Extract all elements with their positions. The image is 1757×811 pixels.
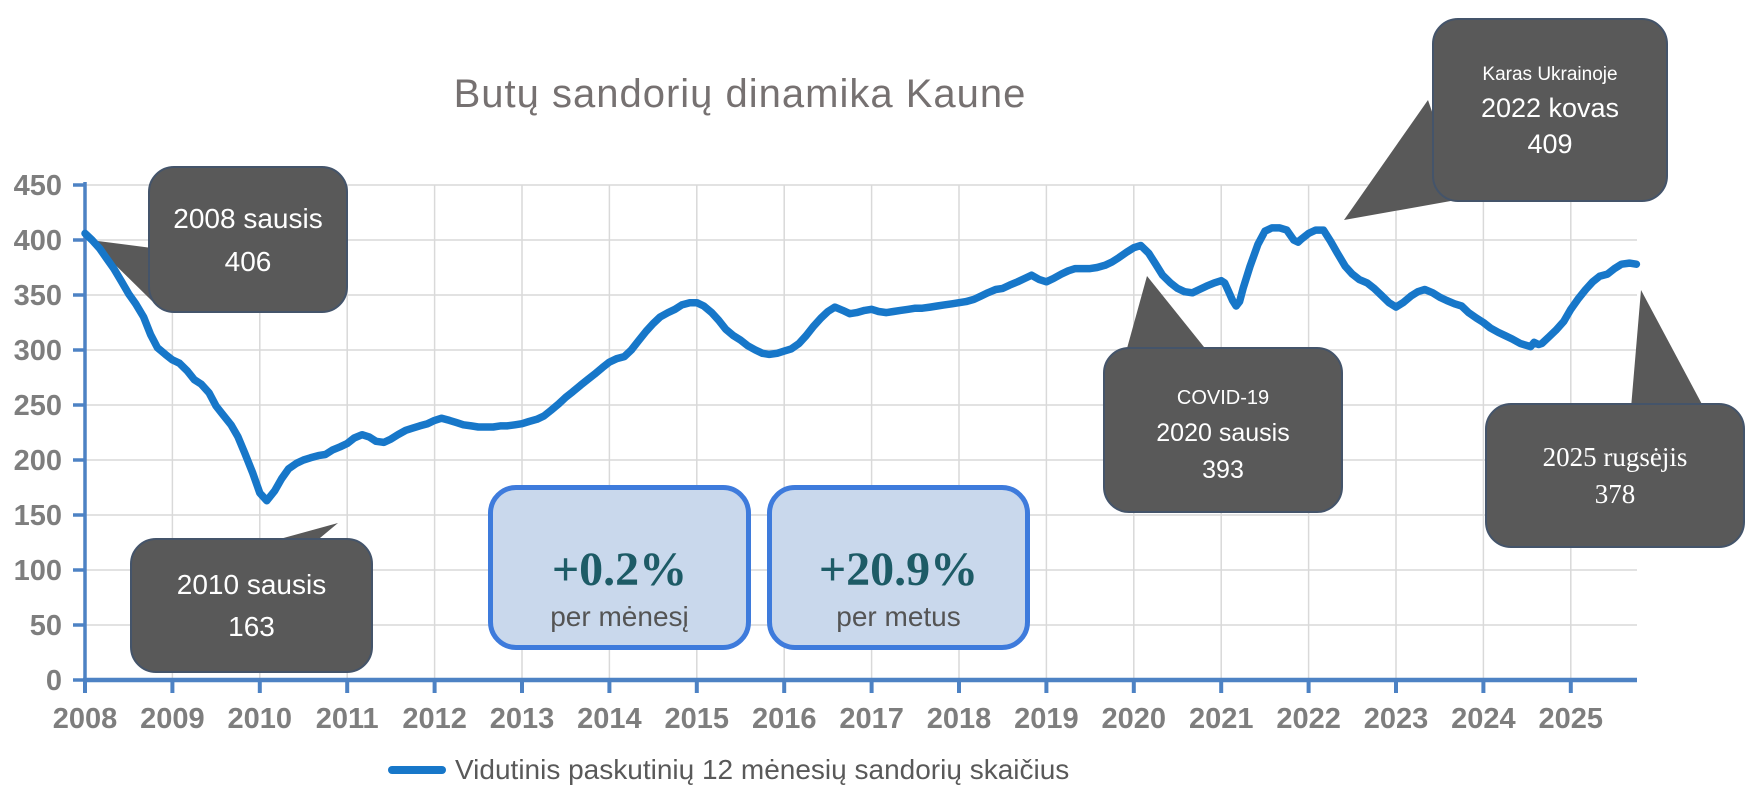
legend: Vidutinis paskutinių 12 mėnesių sandorių… <box>388 752 1069 788</box>
x-tick-label: 2014 <box>577 703 642 735</box>
x-tick-label: 2008 <box>53 703 118 735</box>
x-tick-label: 2010 <box>228 703 293 735</box>
callout-tail <box>1126 276 1208 352</box>
callout-2025-value: 378 <box>1594 478 1636 509</box>
callout-karas-ukrainoje: Karas Ukrainoje 2022 kovas 409 <box>1432 18 1668 202</box>
y-tick-label: 150 <box>14 500 62 532</box>
stat-yearly-value: +20.9% <box>818 543 979 596</box>
y-tick-label: 100 <box>14 555 62 587</box>
callout-karas-label: 2022 kovas <box>1480 92 1620 123</box>
x-tick-label: 2009 <box>140 703 205 735</box>
y-tick-label: 50 <box>30 610 62 642</box>
x-tick-label: 2022 <box>1276 703 1341 735</box>
x-tick-label: 2020 <box>1102 703 1167 735</box>
data-line-series <box>81 224 1641 505</box>
stat-monthly-value: +0.2% <box>551 543 688 596</box>
x-tick-label: 2025 <box>1539 703 1604 735</box>
x-tick-label: 2013 <box>490 703 555 735</box>
callout-2008-label: 2008 sausis <box>173 202 323 234</box>
chart-title: Butų sandorių dinamika Kaune <box>453 72 1027 116</box>
x-tick-label: 2012 <box>402 703 467 735</box>
x-tick-label: 2011 <box>316 703 379 735</box>
callout-covid-label: 2020 sausis <box>1156 419 1290 447</box>
x-tick-label: 2024 <box>1451 703 1516 735</box>
y-tick-label: 400 <box>14 225 62 257</box>
stat-monthly-change: +0.2% per mėnesį <box>488 485 751 650</box>
y-tick-label: 350 <box>14 280 62 312</box>
callout-2010-value: 163 <box>228 610 275 642</box>
y-tick-label: 450 <box>14 170 62 202</box>
callout-2010-label: 2010 sausis <box>176 568 327 600</box>
callout-2025-label: 2025 rugsėjis <box>1542 441 1688 472</box>
x-tick-label: 2015 <box>665 703 730 735</box>
callout-2010-sausis: 2010 sausis 163 <box>130 538 373 673</box>
callout-covid-title: COVID-19 <box>1176 387 1270 409</box>
x-tick-label: 2018 <box>927 703 992 735</box>
x-tick-label: 2016 <box>752 703 817 735</box>
y-tick-label: 0 <box>46 665 62 697</box>
y-tick-label: 250 <box>14 390 62 422</box>
x-tick-label: 2019 <box>1014 703 1079 735</box>
callout-covid: COVID-19 2020 sausis 393 <box>1103 347 1343 513</box>
stat-yearly-change: +20.9% per metus <box>767 485 1030 650</box>
x-tick-label: 2023 <box>1364 703 1429 735</box>
stat-monthly-label: per mėnesį <box>550 601 689 632</box>
callout-tail <box>1631 290 1704 408</box>
legend-line-marker <box>388 766 446 774</box>
y-tick-label: 300 <box>14 335 62 367</box>
x-tick-label: 2021 <box>1189 703 1254 735</box>
legend-label: Vidutinis paskutinių 12 mėnesių sandorių… <box>455 754 1070 785</box>
stat-yearly-label: per metus <box>836 601 961 632</box>
x-tick-label: 2017 <box>839 703 904 735</box>
callout-2008-value: 406 <box>224 245 272 277</box>
y-tick-label: 200 <box>14 445 62 477</box>
callout-karas-value: 409 <box>1527 128 1573 159</box>
callout-2025-rugsejis: 2025 rugsėjis 378 <box>1485 403 1745 548</box>
callout-karas-title: Karas Ukrainoje <box>1482 63 1618 85</box>
callout-2008-sausis: 2008 sausis 406 <box>148 166 348 313</box>
callout-covid-value: 393 <box>1202 456 1244 484</box>
